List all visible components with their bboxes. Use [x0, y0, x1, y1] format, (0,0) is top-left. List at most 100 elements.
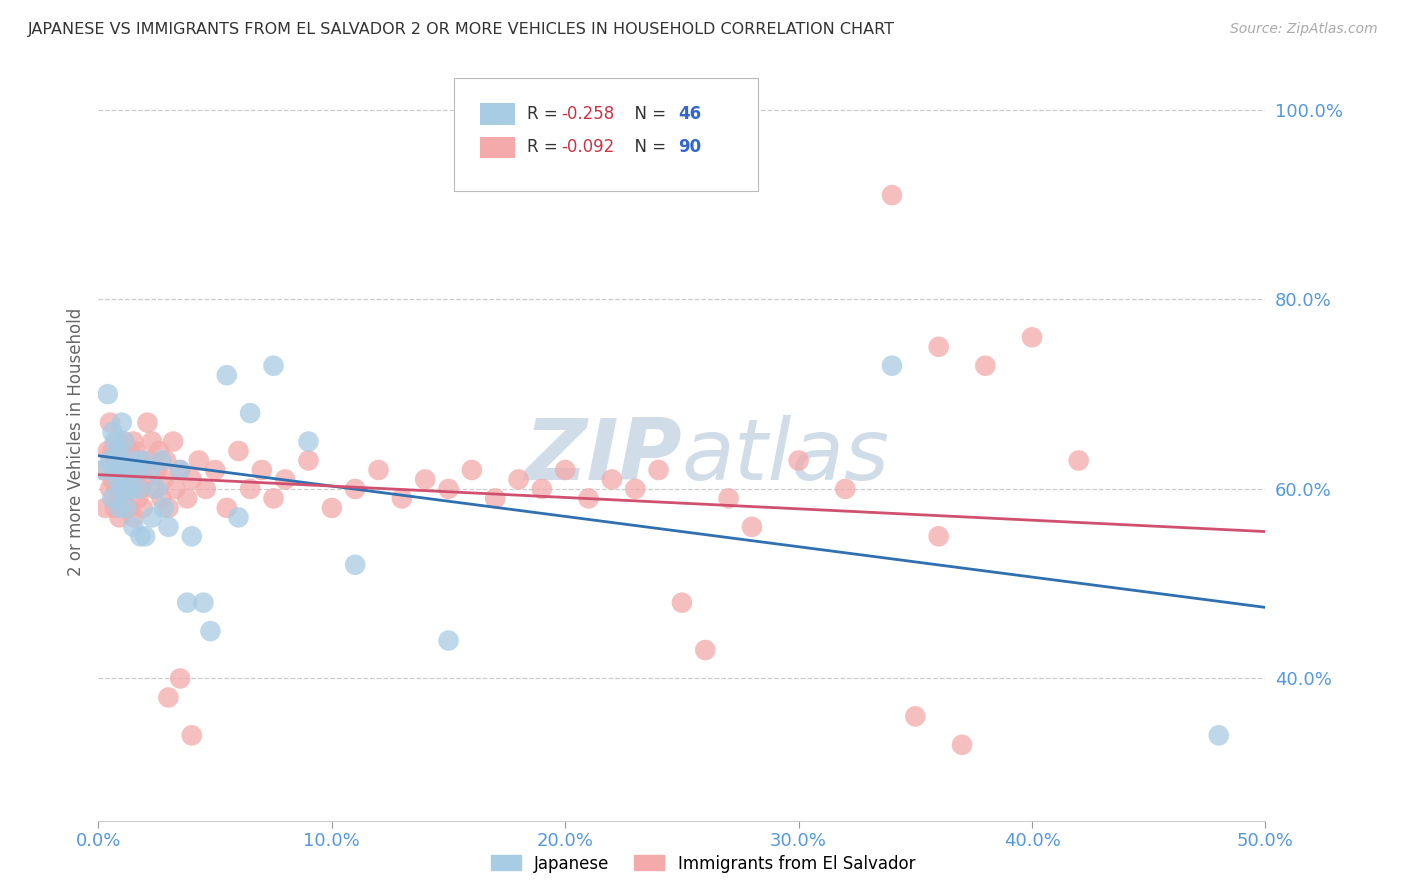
Point: [165, 482, 187, 496]
Point: [437, 633, 460, 648]
FancyBboxPatch shape: [454, 78, 758, 191]
Point: [155, 453, 177, 467]
Point: [132, 500, 155, 515]
Point: [530, 482, 553, 496]
Point: [141, 510, 163, 524]
Point: [120, 482, 142, 496]
Point: [111, 453, 134, 467]
Point: [129, 453, 152, 467]
Point: [148, 444, 170, 458]
Point: [132, 453, 155, 467]
Point: [112, 434, 135, 449]
Text: JAPANESE VS IMMIGRANTS FROM EL SALVADOR 2 OR MORE VEHICLES IN HOUSEHOLD CORRELAT: JAPANESE VS IMMIGRANTS FROM EL SALVADOR …: [28, 22, 896, 37]
Point: [180, 473, 202, 487]
Point: [717, 491, 740, 506]
Text: R =: R =: [527, 138, 562, 156]
Point: [112, 463, 135, 477]
Point: [101, 491, 124, 506]
Point: [834, 482, 856, 496]
Point: [115, 500, 138, 515]
Point: [97, 444, 120, 458]
Point: [120, 453, 142, 467]
Point: [101, 473, 124, 487]
Point: [193, 596, 215, 610]
Point: [108, 500, 131, 515]
Point: [578, 491, 600, 506]
Point: [262, 359, 284, 373]
Point: [105, 434, 128, 449]
Point: [98, 416, 121, 430]
Point: [554, 463, 576, 477]
Point: [484, 491, 506, 506]
Point: [367, 463, 389, 477]
Text: N =: N =: [624, 105, 671, 123]
Point: [105, 444, 128, 458]
Point: [880, 359, 903, 373]
Point: [169, 463, 191, 477]
Point: [950, 738, 973, 752]
Point: [169, 463, 191, 477]
Text: N =: N =: [624, 138, 671, 156]
Point: [112, 434, 135, 449]
Point: [143, 482, 166, 496]
Point: [104, 453, 127, 467]
Point: [344, 482, 367, 496]
Text: 46: 46: [679, 105, 702, 123]
Point: [157, 690, 180, 705]
Point: [118, 444, 141, 458]
Point: [129, 482, 152, 496]
Point: [104, 500, 127, 515]
Point: [215, 368, 238, 383]
Point: [134, 473, 156, 487]
FancyBboxPatch shape: [479, 136, 515, 158]
Point: [118, 500, 141, 515]
Point: [176, 596, 198, 610]
Point: [105, 482, 128, 496]
Point: [239, 406, 262, 420]
Point: [127, 491, 149, 506]
Point: [176, 491, 198, 506]
Legend: Japanese, Immigrants from El Salvador: Japanese, Immigrants from El Salvador: [484, 848, 922, 880]
Point: [1067, 453, 1090, 467]
Point: [671, 596, 693, 610]
Point: [98, 482, 121, 496]
Point: [228, 510, 250, 524]
Point: [461, 463, 484, 477]
Point: [152, 473, 174, 487]
Point: [974, 359, 997, 373]
Point: [150, 491, 173, 506]
Point: [928, 340, 950, 354]
Y-axis label: 2 or more Vehicles in Household: 2 or more Vehicles in Household: [66, 308, 84, 575]
Point: [120, 482, 142, 496]
Point: [1208, 728, 1230, 742]
Point: [297, 453, 319, 467]
Point: [508, 473, 530, 487]
Point: [647, 463, 669, 477]
Point: [262, 491, 284, 506]
Point: [250, 463, 273, 477]
Text: atlas: atlas: [682, 415, 890, 499]
FancyBboxPatch shape: [479, 103, 515, 125]
Point: [344, 558, 367, 572]
Point: [115, 463, 138, 477]
Point: [904, 709, 927, 723]
Point: [91, 463, 114, 477]
Point: [695, 643, 717, 657]
Point: [91, 463, 114, 477]
Point: [125, 444, 148, 458]
Point: [321, 500, 343, 515]
Point: [187, 453, 209, 467]
Point: [108, 453, 131, 467]
Point: [127, 463, 149, 477]
Point: [391, 491, 413, 506]
Point: [180, 728, 202, 742]
Text: -0.092: -0.092: [562, 138, 614, 156]
Point: [111, 491, 134, 506]
Point: [239, 482, 262, 496]
Point: [139, 453, 162, 467]
Point: [437, 482, 460, 496]
Point: [141, 434, 163, 449]
Point: [1021, 330, 1043, 344]
Point: [228, 444, 250, 458]
Point: [194, 482, 217, 496]
